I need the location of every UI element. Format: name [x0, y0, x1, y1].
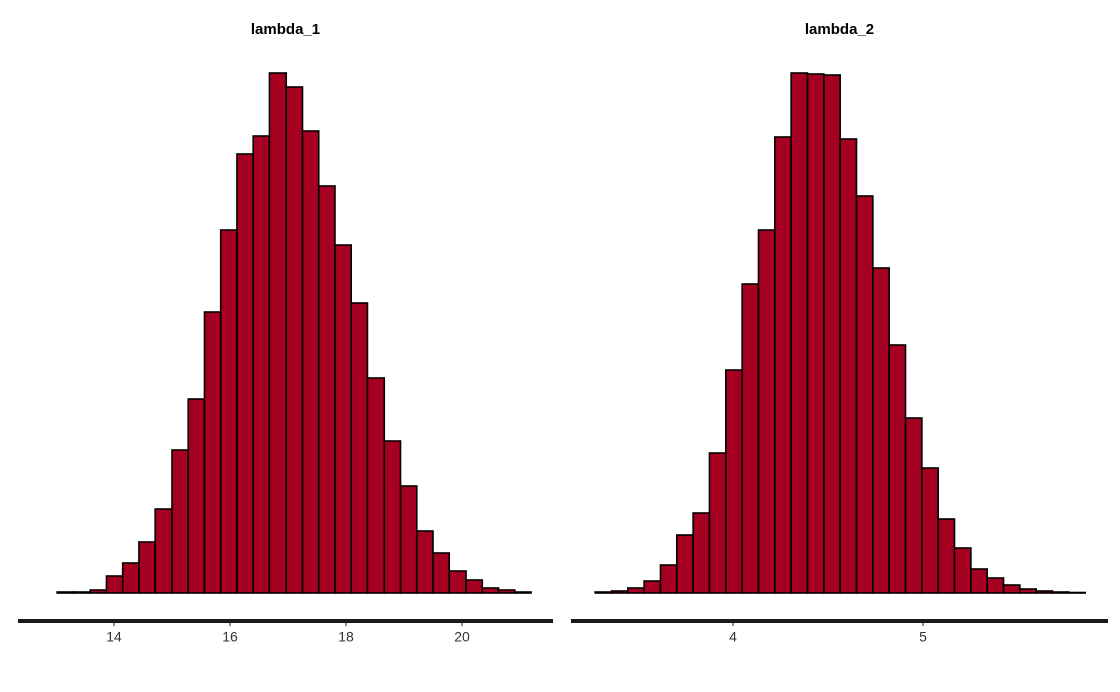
x-tick-label: 5	[919, 629, 927, 645]
bar	[56, 591, 75, 594]
bar	[610, 590, 629, 594]
bar	[154, 508, 173, 594]
bar	[465, 579, 484, 594]
bar	[904, 417, 923, 594]
bar	[317, 185, 336, 594]
bar	[481, 587, 500, 594]
bar	[366, 377, 386, 594]
bar	[626, 587, 645, 594]
bar	[888, 344, 907, 594]
bar	[89, 589, 108, 594]
bar	[1068, 591, 1087, 594]
panel-title: lambda_1	[251, 21, 320, 38]
bar	[953, 547, 972, 594]
bar	[790, 72, 809, 594]
bar	[252, 135, 271, 594]
x-tick-label: 4	[729, 629, 737, 645]
x-tick-label: 20	[454, 629, 470, 645]
bar	[171, 449, 190, 594]
bar	[921, 467, 939, 594]
bar	[350, 302, 369, 594]
x-tick-label: 16	[222, 629, 238, 645]
bar	[692, 512, 711, 594]
bar	[741, 283, 760, 594]
bar	[872, 267, 890, 594]
bar	[659, 564, 678, 594]
bar	[1002, 584, 1021, 594]
bar	[301, 130, 320, 594]
bar	[432, 552, 451, 594]
bar	[399, 485, 418, 594]
bar	[643, 580, 662, 594]
bar	[219, 229, 238, 594]
bar	[1019, 588, 1037, 594]
bar	[268, 72, 288, 594]
bar	[937, 518, 956, 594]
bar	[448, 570, 467, 594]
bar	[138, 541, 156, 594]
panel-title: lambda_2	[805, 21, 874, 38]
bar	[72, 591, 92, 594]
bar	[1035, 590, 1054, 594]
bar	[513, 591, 532, 594]
bar	[383, 440, 402, 594]
bar	[725, 369, 743, 594]
bar	[203, 311, 222, 594]
x-tick-label: 18	[338, 629, 354, 645]
bar	[986, 577, 1005, 594]
bar	[236, 153, 254, 594]
bar	[823, 74, 841, 594]
bar	[187, 398, 206, 594]
bar	[970, 568, 988, 594]
bar	[1051, 591, 1070, 594]
bar	[334, 244, 353, 594]
bar	[105, 575, 124, 594]
bar	[774, 136, 792, 594]
bar	[806, 73, 825, 594]
bar	[497, 589, 516, 594]
bar	[285, 86, 304, 594]
bar	[121, 562, 140, 594]
bar	[708, 452, 727, 594]
x-tick-label: 14	[106, 629, 122, 645]
bar	[594, 591, 613, 594]
bar	[839, 138, 858, 594]
bar	[415, 530, 434, 594]
bar	[855, 195, 874, 594]
bar	[757, 229, 776, 594]
bar	[676, 534, 694, 594]
